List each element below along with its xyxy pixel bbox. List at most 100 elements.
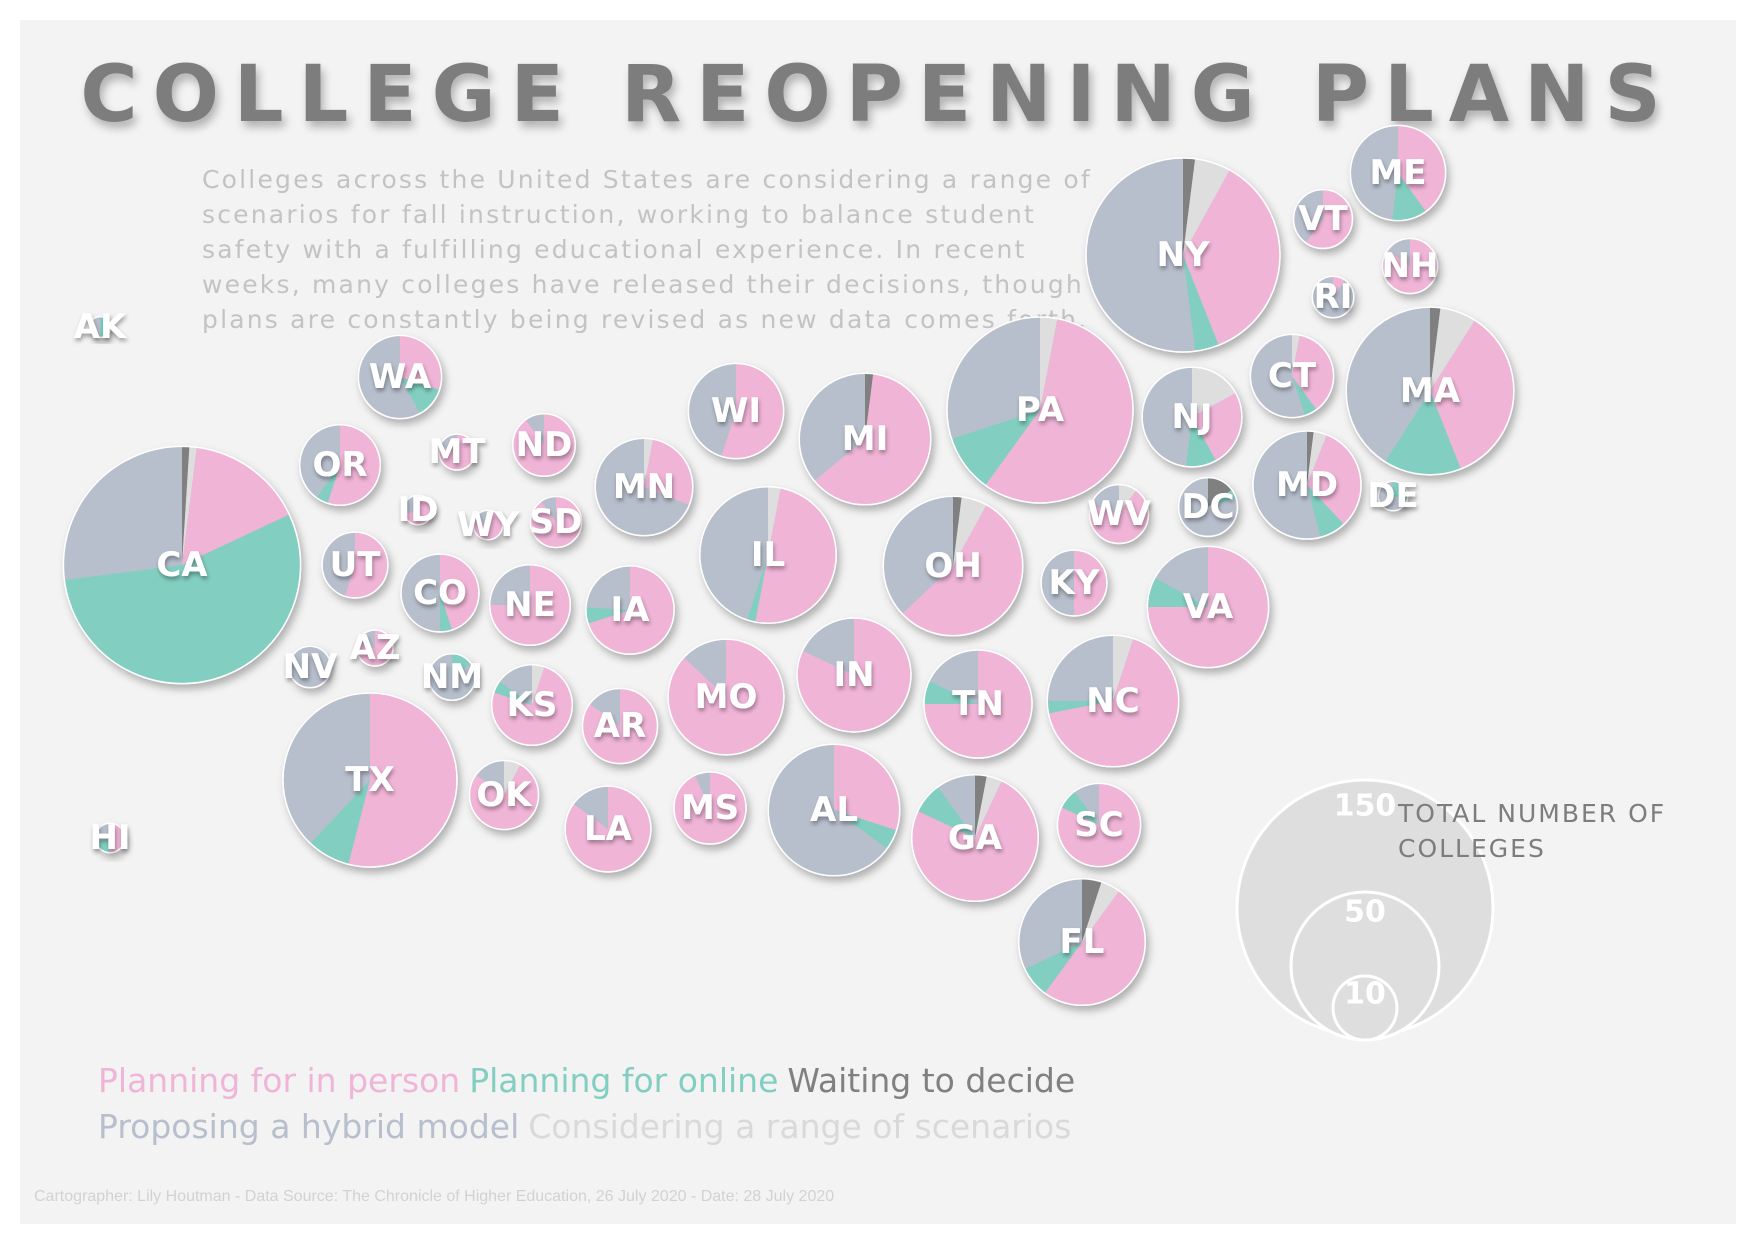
state-pie-wa [357,334,443,420]
state-label-nh: NH [1382,246,1439,286]
pie-slice-ri-in-person [1333,276,1346,297]
pie-slice-mo-hybrid [683,639,726,697]
state-label-nc: NC [1086,681,1139,721]
state-label-al: AL [810,790,858,830]
pie-slice-oh-waiting [953,496,962,566]
state-pie-ut [321,531,389,599]
pie-slice-mi-waiting [865,373,874,439]
pie-slice-co-online [440,593,453,632]
pie-slice-sc-online [1061,791,1099,825]
state-pie-ok [468,759,540,831]
pie-slice-sc-hybrid [1074,783,1099,825]
pie-slice-ut-hybrid [322,532,355,597]
state-label-mt: MT [428,432,486,472]
pie-slice-nm-online [452,653,471,677]
pie-slice-hi-online [96,838,110,853]
legend-online: Planning for online [469,1061,779,1100]
pie-slice-ma-in-person [1430,320,1514,469]
pie-slice-in-hybrid [802,618,854,675]
state-pie-tn [923,649,1033,759]
pie-slice-nc-online [1047,701,1113,714]
pie-slice-dc-hybrid [1178,477,1238,537]
pie-slice-ct-hybrid [1250,334,1305,418]
state-label-nd: ND [516,425,573,465]
pie-slice-wy-in-person [473,510,503,540]
state-label-tn: TN [952,684,1004,724]
pie-slice-sd-in-person [530,496,582,548]
pie-slice-va-online [1147,577,1208,607]
state-pie-ia [585,565,675,655]
pie-slice-nv-hybrid [289,646,331,688]
state-pie-ct [1249,333,1335,419]
pie-slice-ok-hybrid [476,760,504,795]
state-label-mo: MO [695,677,758,717]
pie-slice-or-online [316,465,340,504]
pie-slice-ms-in-person [673,771,747,845]
pie-slice-mt-hybrid [439,433,457,452]
state-label-ky: KY [1049,563,1100,603]
pie-slice-nj-online [1185,417,1217,467]
pie-slice-oh-in-person [902,504,1023,636]
pie-slice-fl-in-person [1044,890,1146,1006]
pie-slice-ca-range [182,446,197,565]
size-legend: 150 50 10 [1235,778,1495,1042]
state-pie-ms [673,771,747,845]
state-label-pa: PA [1016,390,1065,430]
pie-slice-wi-in-person [721,363,784,459]
state-pie-nj [1141,366,1243,468]
pie-slice-ia-hybrid [585,565,630,610]
state-pie-co [400,553,480,633]
pie-slice-nj-in-person [1192,392,1242,461]
legend-row-1: Planning for in person Planning for onlin… [98,1058,1084,1104]
state-pie-nv [288,645,332,689]
pie-slice-ny-online [1183,255,1219,352]
state-pie-mo [667,638,785,756]
pie-slice-nc-range [1113,635,1134,701]
state-pie-wy [472,509,504,541]
pie-slice-tn-online [923,680,978,704]
pie-slice-ne-hybrid [489,564,530,605]
pie-slice-az-hybrid [357,629,375,648]
pie-slice-mo-in-person [668,639,784,755]
pie-slice-wa-online [400,377,440,414]
pie-slice-id-hybrid [403,495,418,515]
state-label-mn: MN [613,467,675,507]
pie-slice-md-online [1307,485,1344,538]
state-label-oh: OH [924,546,981,586]
pie-slice-ct-range [1292,334,1300,376]
pie-slice-ky-hybrid [1041,550,1074,616]
state-label-co: CO [413,573,467,613]
state-pie-ne [488,563,572,647]
state-label-me: ME [1369,153,1426,193]
size-label-50: 50 [1344,895,1386,930]
state-label-wv: WV [1087,494,1152,534]
pie-slice-ny-hybrid [1086,158,1196,352]
state-label-ia: IA [611,590,651,630]
pie-slice-nm-hybrid [428,653,476,701]
state-pie-ga [910,773,1040,903]
pie-slice-mi-hybrid [799,373,865,481]
state-label-ca: CA [156,545,208,585]
pie-slice-wv-hybrid [1091,484,1119,514]
state-pie-ri [1311,275,1355,319]
state-label-in: IN [833,655,874,695]
pie-slice-co-hybrid [401,554,440,632]
pie-slice-al-hybrid [768,744,888,876]
pie-slice-il-range [768,486,781,555]
pie-slice-nh-hybrid [1387,238,1410,266]
pie-slice-ma-waiting [1430,307,1441,391]
state-label-id: ID [398,490,439,530]
pie-slice-me-in-person [1398,125,1446,212]
pie-slice-sc-in-person [1057,783,1141,867]
pie-slice-me-hybrid [1350,125,1398,221]
pie-slice-de-online [1393,481,1408,501]
pie-slice-ok-in-person [469,764,539,830]
state-pie-al [767,743,901,877]
pie-slice-fl-hybrid [1018,878,1082,969]
pie-slice-ak-online [100,316,111,338]
legend-row-2: Proposing a hybrid model Considering a ra… [98,1104,1084,1150]
pie-slice-ar-in-person [582,688,658,764]
pie-slice-ut-in-person [344,532,388,598]
state-label-ar: AR [594,706,647,746]
intro-text: Colleges across the United States are co… [202,165,1092,334]
